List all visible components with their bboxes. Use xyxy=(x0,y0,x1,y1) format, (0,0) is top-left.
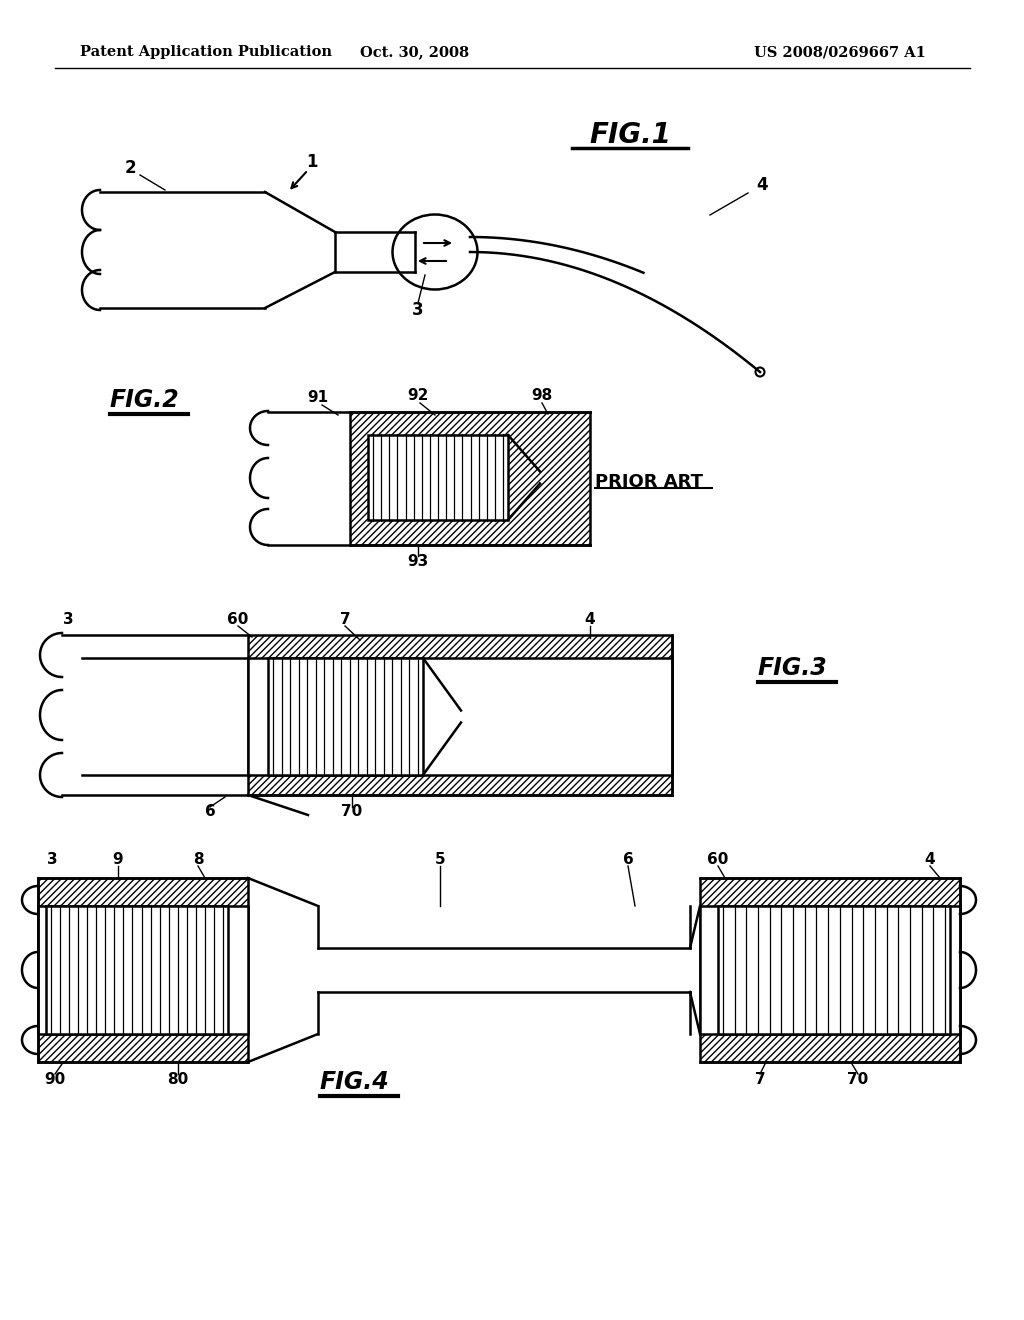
Text: 90: 90 xyxy=(44,1072,66,1088)
Bar xyxy=(46,906,228,1034)
Text: 98: 98 xyxy=(531,388,553,404)
Text: 4: 4 xyxy=(756,176,768,194)
Text: 3: 3 xyxy=(47,853,57,867)
Text: 80: 80 xyxy=(167,1072,188,1088)
Bar xyxy=(368,436,508,520)
Bar xyxy=(268,657,423,775)
Text: 60: 60 xyxy=(708,853,729,867)
Text: FIG.1: FIG.1 xyxy=(589,121,671,149)
Bar xyxy=(38,878,248,1063)
Text: 9: 9 xyxy=(113,853,123,867)
Text: 7: 7 xyxy=(755,1072,765,1088)
Text: 6: 6 xyxy=(623,853,634,867)
Text: Oct. 30, 2008: Oct. 30, 2008 xyxy=(360,45,470,59)
Bar xyxy=(350,412,590,545)
Text: 60: 60 xyxy=(227,612,249,627)
Text: Patent Application Publication: Patent Application Publication xyxy=(80,45,332,59)
Text: FIG.4: FIG.4 xyxy=(319,1071,390,1094)
Bar xyxy=(700,878,961,1063)
Bar xyxy=(248,657,672,775)
Text: 5: 5 xyxy=(434,853,445,867)
Bar xyxy=(38,906,248,1034)
Bar xyxy=(718,906,950,1034)
Text: 4: 4 xyxy=(585,612,595,627)
Text: 3: 3 xyxy=(413,301,424,319)
Text: US 2008/0269667 A1: US 2008/0269667 A1 xyxy=(754,45,926,59)
Text: 70: 70 xyxy=(341,804,362,820)
Text: 91: 91 xyxy=(307,391,329,405)
Text: 2: 2 xyxy=(124,158,136,177)
Text: 70: 70 xyxy=(848,1072,868,1088)
Text: 6: 6 xyxy=(205,804,215,820)
Text: 8: 8 xyxy=(193,853,204,867)
Text: 93: 93 xyxy=(408,554,429,569)
Text: 3: 3 xyxy=(62,612,74,627)
Text: PRIOR ART: PRIOR ART xyxy=(595,473,703,491)
Bar xyxy=(700,906,961,1034)
Text: FIG.3: FIG.3 xyxy=(758,656,827,680)
Text: 1: 1 xyxy=(306,153,317,172)
Text: 92: 92 xyxy=(408,388,429,404)
Bar xyxy=(248,635,672,795)
Text: FIG.2: FIG.2 xyxy=(110,388,180,412)
Text: 4: 4 xyxy=(925,853,935,867)
Text: 7: 7 xyxy=(340,612,350,627)
